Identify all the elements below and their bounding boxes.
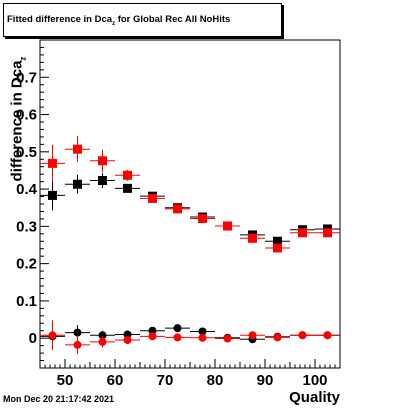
series-0 [40,173,340,246]
chart-title-subscript: z [112,20,116,27]
data-point-circle [198,333,207,342]
x-tick-label: 60 [107,372,124,389]
data-point-circle [98,337,107,346]
y-tick-label: 0.4 [16,181,38,198]
y-tick-label: 0.2 [16,256,37,273]
y-tick-label: 0.3 [16,218,37,235]
datestamp: Mon Dec 20 21:17:42 2021 [3,394,115,404]
data-point-circle [298,331,307,340]
data-point-square [73,144,82,154]
y-axis-label: difference in Dcaz [9,57,28,182]
data-series [40,136,340,355]
data-point-square [173,204,182,214]
data-point-circle [173,324,182,333]
data-point-circle [248,331,257,340]
data-point-circle [123,330,132,339]
series-3 [40,320,340,355]
chart-title: Fitted difference in Dcaz for Global Rec… [4,14,230,27]
data-point-circle [148,332,157,341]
data-point-square [98,156,107,166]
x-tick-label: 80 [207,372,224,389]
chart-title-prefix: Fitted difference in Dca [7,13,113,25]
y-axis-label-text: difference in Dca [8,60,26,182]
data-point-circle [273,333,282,342]
x-axis-label: Quality [289,389,340,406]
chart-title-suffix: for Global Rec All NoHits [115,13,231,25]
data-point-square [98,176,107,186]
data-point-square [198,214,207,224]
data-point-square [48,158,57,168]
data-point-circle [73,340,82,349]
chart-title-box: Fitted difference in Dcaz for Global Rec… [3,3,282,37]
data-point-circle [223,334,232,343]
data-point-square [148,193,157,203]
x-tick-label: 90 [257,372,274,389]
data-point-square [223,221,232,231]
data-point-circle [323,331,332,340]
data-point-circle [148,326,157,335]
data-point-square [123,170,132,180]
plot-frame [39,39,341,369]
data-point-circle [173,333,182,342]
data-point-square [323,228,332,238]
data-point-circle [73,328,82,337]
x-tick-label: 50 [57,372,74,389]
data-point-circle [198,327,207,336]
data-point-circle [48,331,57,340]
data-point-square [48,190,57,200]
axis-ticks: 50 60 70 80 90 100 0 0.1 0.2 0.3 0.4 0.5 0.6 0.7 [16,46,341,389]
y-tick-label: 0.1 [16,293,37,310]
y-axis-label-subscript: z [18,56,28,61]
data-point-square [73,179,82,189]
data-point-square [273,243,282,253]
data-point-circle [98,331,107,340]
y-tick-label: 0.6 [16,107,37,124]
data-point-square [273,236,282,246]
x-tick-label: 70 [157,372,174,389]
data-point-square [298,228,307,238]
y-tick-label: 0.5 [16,144,37,161]
series-1 [40,136,340,253]
data-point-square [123,183,132,193]
y-tick-label: 0.7 [16,69,37,86]
y-tick-label: 0 [29,330,37,347]
data-point-square [248,233,257,243]
x-tick-label: 100 [302,372,327,389]
data-point-circle [123,336,132,345]
